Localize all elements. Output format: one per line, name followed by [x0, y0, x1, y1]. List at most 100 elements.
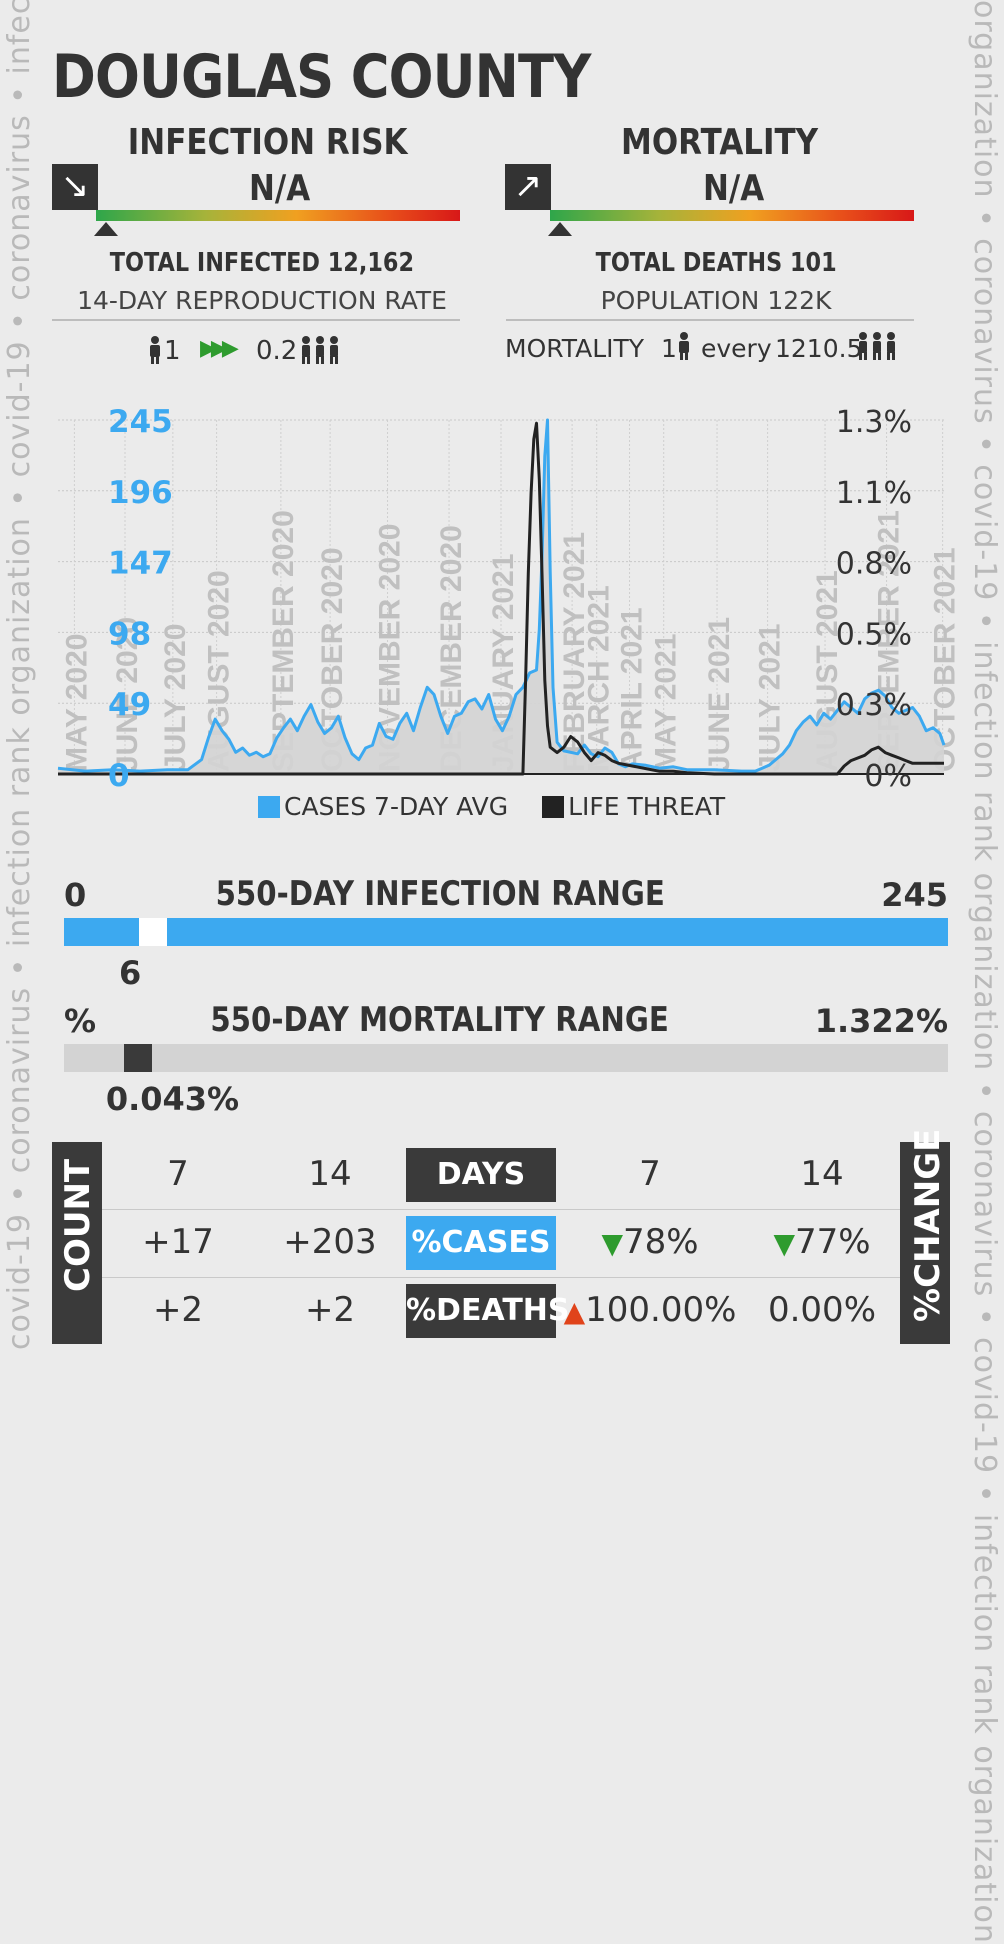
change-cases-14: ▼77%	[762, 1222, 882, 1262]
chart-grid	[58, 419, 944, 775]
chart-legend: CASES 7-DAY AVG LIFE THREAT	[258, 792, 725, 821]
y-left-tick: 98	[108, 616, 151, 652]
people-group-icon	[302, 336, 338, 364]
change-days-7: 7	[639, 1154, 661, 1194]
y-left-tick: 147	[108, 546, 173, 582]
count-cases-14: +203	[283, 1222, 377, 1262]
mortality-heading: MORTALITY	[621, 122, 819, 163]
count-deaths-14: +2	[304, 1290, 356, 1330]
table-divider	[102, 1209, 900, 1210]
change-label-box: %CHANGE	[900, 1129, 950, 1344]
y-right-tick: 0.5%	[836, 617, 912, 652]
person-icon	[679, 332, 689, 360]
x-tick-label: FEBRUARY 2021	[558, 532, 591, 772]
x-tick-label: JULY 2021	[754, 624, 787, 772]
infection-risk-marker	[94, 222, 118, 236]
count-cases-7: +17	[142, 1222, 214, 1262]
y-axis-right-labels: 0% 0.3% 0.5% 0.8% 1.1% 1.3%	[836, 405, 912, 794]
infection-risk-heading: INFECTION RISK	[128, 122, 408, 163]
change-cases-14-value: 77%	[794, 1222, 871, 1262]
table-divider	[102, 1277, 900, 1278]
chart-series	[57, 418, 946, 776]
infection-range-max: 245	[881, 876, 948, 914]
arrow-down-icon: ▼	[601, 1227, 623, 1260]
x-tick-label: MARCH 2021	[583, 585, 616, 772]
arrow-down-right-icon: ↘	[52, 164, 98, 210]
infection-range-title: 550-DAY INFECTION RANGE	[215, 874, 665, 914]
y-axis-left-labels: 0 49 98 147 196 245	[108, 404, 173, 794]
infection-risk-scale	[96, 210, 460, 221]
reproduction-rate: 1 ▶▶▶ 0.2	[148, 334, 368, 374]
mortality-ratio-every: every	[701, 334, 772, 363]
divider	[52, 319, 460, 321]
mortality-range-min: %	[64, 1002, 97, 1040]
total-infected: TOTAL INFECTED 12,162	[109, 248, 415, 278]
change-label: %CHANGE	[908, 1128, 948, 1322]
count-label-box: COUNT	[52, 1142, 102, 1344]
days-label: DAYS	[406, 1148, 556, 1202]
count-days-14: 14	[308, 1154, 352, 1194]
arrow-up-icon: ▲	[563, 1295, 586, 1328]
y-left-tick: 245	[108, 404, 173, 440]
mortality-ratio-value: 1210.5	[775, 334, 863, 363]
cases-chart: MAY 2020 JUNE 2020 JULY 2020 AUGUST 2020 SEP…	[57, 404, 962, 794]
y-left-tick: 49	[108, 687, 151, 723]
mortality-range-max: 1.322%	[814, 1002, 948, 1040]
total-deaths: TOTAL DEATHS 101	[595, 248, 837, 278]
triple-arrow-icon: ▶▶▶	[200, 336, 239, 361]
count-label: COUNT	[58, 1158, 98, 1292]
legend-life: LIFE THREAT	[568, 792, 726, 821]
cases-label: %CASES	[406, 1216, 556, 1270]
x-tick-label: JULY 2020	[159, 624, 192, 772]
x-tick-label: JUNE 2021	[703, 617, 736, 772]
page-title: DOUGLAS COUNTY	[52, 42, 591, 112]
mortality-marker	[548, 222, 572, 236]
change-cases-7: ▼78%	[590, 1222, 710, 1262]
mortality-range-bar	[64, 1044, 948, 1072]
mortality-ratio-one: 1	[661, 334, 677, 363]
change-deaths-14: 0.00%	[767, 1290, 876, 1330]
infection-range-min: 0	[64, 876, 87, 914]
rate-to: 0.2	[256, 336, 298, 366]
y-right-tick: 0.8%	[836, 547, 912, 582]
mortality-ratio: MORTALITY 1 every 1210.5	[505, 332, 905, 372]
infection-range-current: 6	[118, 954, 142, 992]
change-days-14: 14	[800, 1154, 844, 1194]
count-days-7: 7	[167, 1154, 189, 1194]
mortality-scale	[550, 210, 914, 221]
life-threat-line	[58, 421, 944, 776]
divider	[506, 319, 914, 321]
rate-from: 1	[164, 336, 181, 366]
legend-cases: CASES 7-DAY AVG	[284, 792, 509, 821]
x-tick-label: JUNE 2020	[111, 617, 144, 772]
reproduction-rate-label: 14-DAY REPRODUCTION RATE	[77, 286, 447, 315]
x-tick-label: APRIL 2021	[616, 607, 649, 772]
deaths-label: %DEATHS	[406, 1284, 570, 1338]
population: POPULATION 122K	[600, 286, 832, 315]
cases-line	[57, 418, 946, 773]
mortality-range-title: 550-DAY MORTALITY RANGE	[210, 1000, 670, 1040]
side-watermark-right: organization • coronavirus • covid-19 • …	[967, 0, 1002, 1944]
x-tick-label: MAY 2021	[650, 634, 683, 772]
mortality-range-marker	[123, 1044, 152, 1072]
person-icon	[150, 336, 160, 364]
y-right-tick: 0.3%	[836, 688, 912, 723]
arrow-up-right-icon: ↗	[505, 164, 551, 210]
change-deaths-7-value: 100.00%	[585, 1290, 737, 1330]
mortality-ratio-label: MORTALITY	[505, 334, 645, 363]
infection-range-marker	[138, 918, 167, 946]
infection-range-bar	[64, 918, 948, 946]
x-tick-label: MAY 2020	[60, 634, 93, 772]
count-deaths-7: +2	[152, 1290, 204, 1330]
arrow-down-icon: ▼	[773, 1227, 795, 1260]
legend-swatch-cases	[258, 796, 280, 818]
y-right-tick: 1.1%	[836, 476, 912, 511]
y-left-tick: 0	[108, 758, 130, 794]
y-right-tick: 1.3%	[836, 405, 912, 440]
change-deaths-7: ▲100.00%	[560, 1290, 740, 1330]
people-group-icon	[859, 332, 895, 360]
y-right-tick: 0%	[864, 759, 912, 794]
cases-area	[58, 420, 944, 774]
legend-swatch-life	[542, 796, 565, 818]
change-cases-7-value: 78%	[622, 1222, 699, 1262]
